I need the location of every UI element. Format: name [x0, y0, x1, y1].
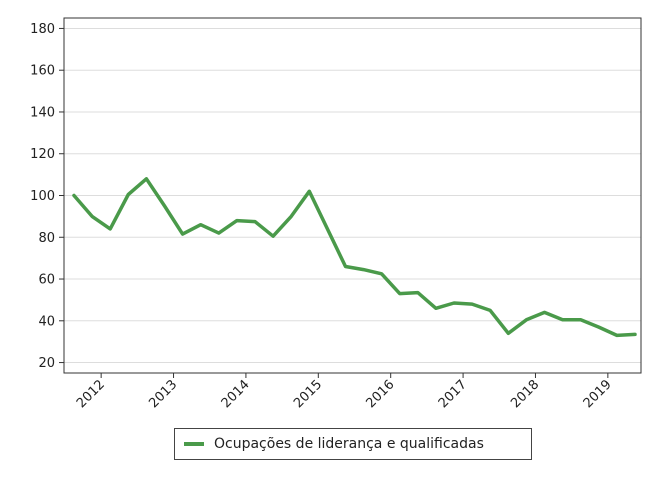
plot-frame — [63, 17, 642, 374]
y-tick-label: 100 — [30, 189, 55, 204]
y-tick-label: 140 — [30, 105, 55, 120]
x-tick-label: 2014 — [219, 377, 253, 411]
y-tick-label: 180 — [30, 22, 55, 37]
y-tick-label: 60 — [38, 273, 55, 288]
x-tick-label: 2017 — [436, 377, 470, 411]
y-tick-label: 40 — [38, 314, 55, 329]
x-tick-label: 2015 — [291, 377, 325, 411]
grid-lines — [64, 27, 641, 364]
y-tick-label: 80 — [38, 231, 55, 246]
legend-label: Ocupações de liderança e qualificadas — [214, 436, 484, 452]
x-tick-label: 2016 — [364, 377, 398, 411]
x-tick-label: 2019 — [581, 377, 615, 411]
x-tick-label: 2018 — [508, 377, 542, 411]
x-tick-label: 2012 — [74, 377, 108, 411]
y-tick-label: 120 — [30, 147, 55, 162]
x-tick-label: 2013 — [146, 377, 180, 411]
x-axis: 2012 2013 2014 2015 2016 2017 2018 2019 — [74, 373, 615, 411]
y-tick-label: 20 — [38, 356, 55, 371]
legend: Ocupações de liderança e qualificadas — [174, 428, 532, 460]
y-axis: 20 40 60 80 100 120 140 160 180 — [30, 22, 64, 371]
series-line — [72, 177, 637, 338]
series-layer — [72, 177, 637, 338]
y-tick-label: 160 — [30, 64, 55, 79]
legend-swatch — [184, 442, 204, 446]
